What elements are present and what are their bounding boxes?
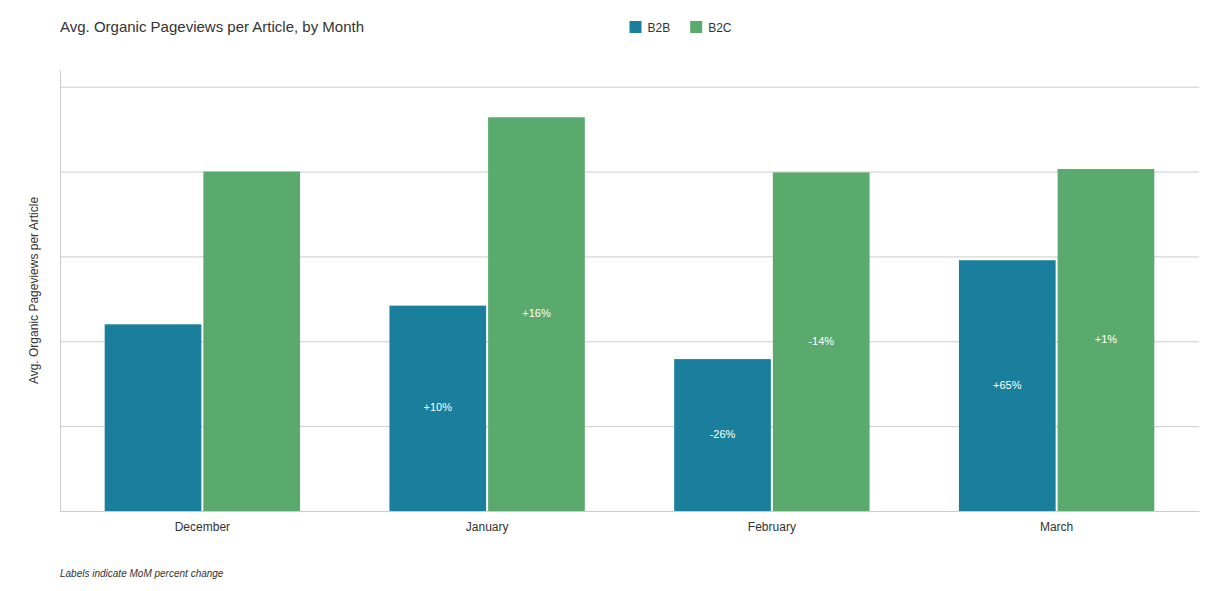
chart-svg: December January February March +10% -26% +65%… bbox=[0, 0, 1229, 591]
y-axis-line bbox=[60, 71, 61, 512]
x-axis: December January February March bbox=[61, 511, 1200, 534]
x-tick-label: January bbox=[466, 520, 509, 534]
grid-line bbox=[60, 511, 1199, 512]
chart-title: Avg. Organic Pageviews per Article, by M… bbox=[60, 18, 364, 35]
bar-annotation: -26% bbox=[710, 428, 736, 440]
x-tick-label: February bbox=[748, 520, 796, 534]
footnote: Labels indicate MoM percent change bbox=[60, 568, 224, 579]
bar-annotation: +1% bbox=[1095, 333, 1118, 345]
bar bbox=[1058, 169, 1155, 511]
grid-line bbox=[60, 87, 1199, 88]
x-axis-line bbox=[61, 511, 1200, 512]
bar bbox=[959, 260, 1056, 511]
bar-annotation: +16% bbox=[522, 307, 551, 319]
legend-swatch bbox=[690, 21, 702, 33]
legend-label: B2B bbox=[648, 21, 671, 35]
y-axis bbox=[60, 71, 1199, 512]
bar-annotation: +65% bbox=[993, 379, 1022, 391]
plot-area: December January February March +10% -26% +65%… bbox=[60, 71, 1200, 534]
bar bbox=[773, 172, 870, 511]
legend-swatch bbox=[630, 21, 642, 33]
bar bbox=[674, 359, 771, 511]
chart-container: December January February March +10% -26% +65%… bbox=[0, 0, 1229, 591]
bars bbox=[105, 117, 1155, 511]
y-tick bbox=[60, 511, 1199, 512]
legend-item: B2C bbox=[690, 21, 732, 35]
y-axis-title: Avg. Organic Pageviews per Article bbox=[27, 197, 41, 385]
x-tick-label: December bbox=[175, 520, 230, 534]
legend-item: B2B bbox=[630, 21, 671, 35]
y-tick bbox=[60, 87, 1199, 88]
legend-label: B2C bbox=[708, 21, 732, 35]
bar bbox=[389, 306, 486, 511]
x-tick: January bbox=[466, 511, 509, 534]
x-tick: March bbox=[1040, 511, 1073, 534]
bar-annotation: -14% bbox=[808, 335, 834, 347]
legend: B2B B2C bbox=[630, 21, 732, 35]
bar-annotation: +10% bbox=[424, 401, 453, 413]
bar bbox=[105, 324, 202, 511]
bar-annotations: +10% -26% +65% +16% -14% +1% bbox=[424, 307, 1118, 440]
x-tick: December bbox=[175, 511, 230, 534]
x-tick: February bbox=[748, 511, 796, 534]
bar-series bbox=[203, 117, 1154, 511]
bar bbox=[488, 117, 585, 511]
x-tick-label: March bbox=[1040, 520, 1073, 534]
bar bbox=[203, 172, 300, 511]
